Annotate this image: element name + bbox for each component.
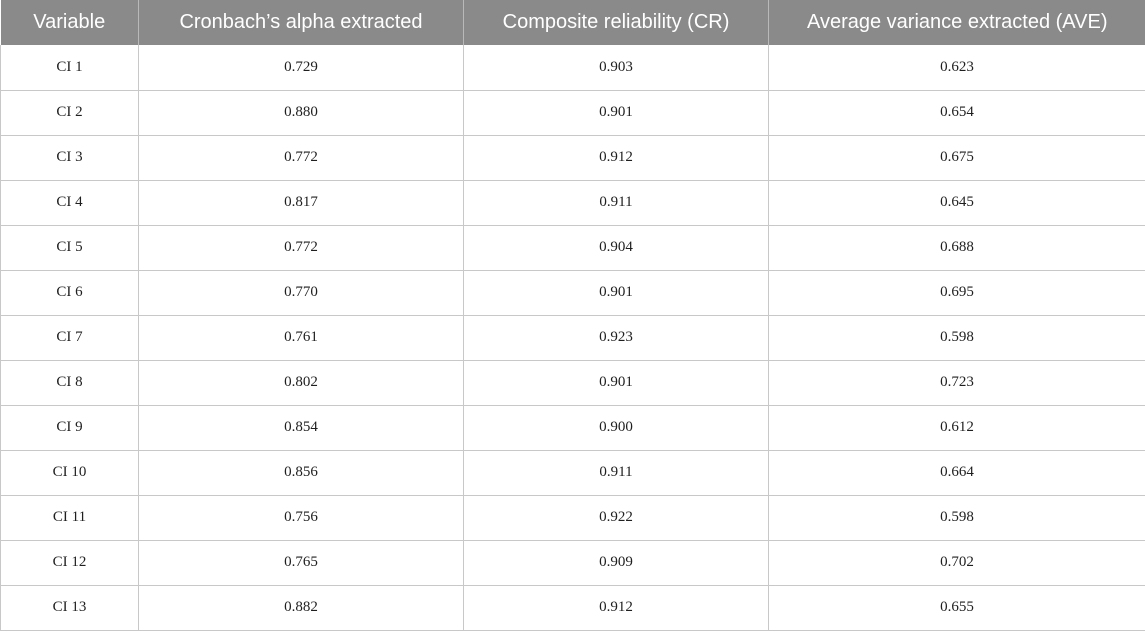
cell-composite-reliability: 0.903: [463, 45, 769, 91]
cell-variable: CI 9: [0, 405, 139, 451]
cell-composite-reliability: 0.901: [463, 360, 769, 406]
column-header-cronbach-alpha: Cronbach’s alpha extracted: [138, 0, 464, 45]
cell-cronbach-alpha: 0.729: [138, 45, 464, 91]
column-header-variable: Variable: [0, 0, 139, 45]
cell-variable: CI 5: [0, 225, 139, 271]
cell-composite-reliability: 0.900: [463, 405, 769, 451]
cell-ave: 0.702: [768, 540, 1145, 586]
table-row: CI 6 0.770 0.901 0.695: [0, 270, 1145, 316]
cell-variable: CI 2: [0, 90, 139, 136]
cell-composite-reliability: 0.911: [463, 180, 769, 226]
cell-ave: 0.664: [768, 450, 1145, 496]
cell-cronbach-alpha: 0.761: [138, 315, 464, 361]
table-row: CI 8 0.802 0.901 0.723: [0, 360, 1145, 406]
cell-composite-reliability: 0.912: [463, 135, 769, 181]
cell-composite-reliability: 0.909: [463, 540, 769, 586]
cell-cronbach-alpha: 0.856: [138, 450, 464, 496]
cell-ave: 0.655: [768, 585, 1145, 631]
cell-ave: 0.623: [768, 45, 1145, 91]
cell-ave: 0.695: [768, 270, 1145, 316]
cell-variable: CI 1: [0, 45, 139, 91]
cell-variable: CI 11: [0, 495, 139, 541]
cell-composite-reliability: 0.901: [463, 270, 769, 316]
table-row: CI 2 0.880 0.901 0.654: [0, 90, 1145, 136]
cell-composite-reliability: 0.901: [463, 90, 769, 136]
cell-composite-reliability: 0.904: [463, 225, 769, 271]
cell-ave: 0.598: [768, 315, 1145, 361]
cell-ave: 0.723: [768, 360, 1145, 406]
cell-composite-reliability: 0.911: [463, 450, 769, 496]
table-body: CI 1 0.729 0.903 0.623 CI 2 0.880 0.901 …: [0, 45, 1145, 631]
cell-ave: 0.654: [768, 90, 1145, 136]
cell-cronbach-alpha: 0.880: [138, 90, 464, 136]
table-row: CI 9 0.854 0.900 0.612: [0, 405, 1145, 451]
column-header-composite-reliability: Composite reliability (CR): [463, 0, 769, 45]
cell-composite-reliability: 0.922: [463, 495, 769, 541]
table-row: CI 12 0.765 0.909 0.702: [0, 540, 1145, 586]
cell-variable: CI 6: [0, 270, 139, 316]
cell-cronbach-alpha: 0.772: [138, 135, 464, 181]
table-header: Variable Cronbach’s alpha extracted Comp…: [0, 0, 1145, 45]
cell-composite-reliability: 0.912: [463, 585, 769, 631]
cell-variable: CI 3: [0, 135, 139, 181]
table-row: CI 7 0.761 0.923 0.598: [0, 315, 1145, 361]
cell-variable: CI 8: [0, 360, 139, 406]
table-row: CI 5 0.772 0.904 0.688: [0, 225, 1145, 271]
table-row: CI 4 0.817 0.911 0.645: [0, 180, 1145, 226]
cell-cronbach-alpha: 0.772: [138, 225, 464, 271]
cell-ave: 0.612: [768, 405, 1145, 451]
header-row: Variable Cronbach’s alpha extracted Comp…: [0, 0, 1145, 45]
table-row: CI 13 0.882 0.912 0.655: [0, 585, 1145, 631]
column-header-ave: Average variance extracted (AVE): [768, 0, 1145, 45]
cell-variable: CI 13: [0, 585, 139, 631]
cell-ave: 0.598: [768, 495, 1145, 541]
cell-ave: 0.645: [768, 180, 1145, 226]
cell-variable: CI 10: [0, 450, 139, 496]
table-row: CI 10 0.856 0.911 0.664: [0, 450, 1145, 496]
table-row: CI 3 0.772 0.912 0.675: [0, 135, 1145, 181]
cell-cronbach-alpha: 0.756: [138, 495, 464, 541]
cell-cronbach-alpha: 0.765: [138, 540, 464, 586]
cell-ave: 0.675: [768, 135, 1145, 181]
cell-cronbach-alpha: 0.882: [138, 585, 464, 631]
cell-variable: CI 12: [0, 540, 139, 586]
cell-cronbach-alpha: 0.854: [138, 405, 464, 451]
table-row: CI 1 0.729 0.903 0.623: [0, 45, 1145, 91]
cell-variable: CI 4: [0, 180, 139, 226]
cell-composite-reliability: 0.923: [463, 315, 769, 361]
cell-cronbach-alpha: 0.770: [138, 270, 464, 316]
cell-cronbach-alpha: 0.817: [138, 180, 464, 226]
table-row: CI 11 0.756 0.922 0.598: [0, 495, 1145, 541]
cell-cronbach-alpha: 0.802: [138, 360, 464, 406]
cell-variable: CI 7: [0, 315, 139, 361]
cell-ave: 0.688: [768, 225, 1145, 271]
